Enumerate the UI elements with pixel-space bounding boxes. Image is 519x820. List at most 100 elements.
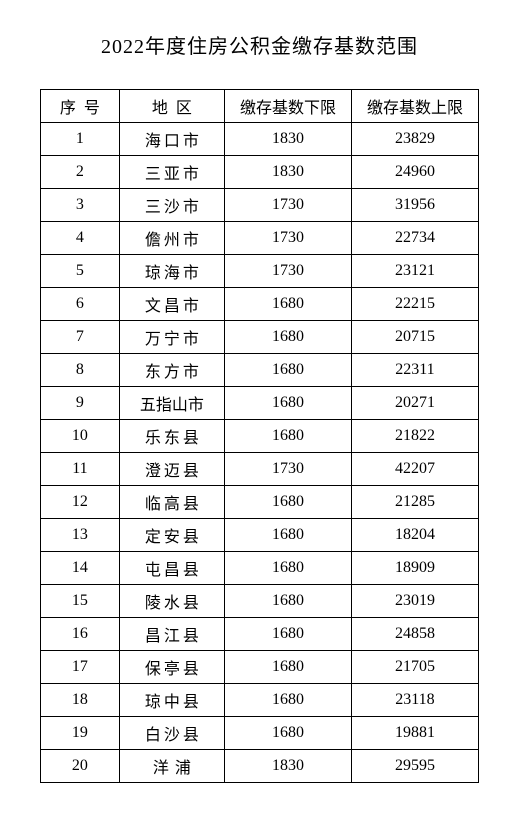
cell-seq: 12 — [41, 486, 120, 519]
cell-seq: 7 — [41, 321, 120, 354]
cell-lower: 1730 — [224, 222, 351, 255]
cell-lower: 1680 — [224, 354, 351, 387]
cell-region: 儋州市 — [119, 222, 224, 255]
cell-region: 临高县 — [119, 486, 224, 519]
cell-seq: 19 — [41, 717, 120, 750]
cell-upper: 18204 — [351, 519, 478, 552]
cell-seq: 9 — [41, 387, 120, 420]
cell-lower: 1680 — [224, 684, 351, 717]
header-upper: 缴存基数上限 — [351, 90, 478, 123]
cell-region: 陵水县 — [119, 585, 224, 618]
cell-upper: 20715 — [351, 321, 478, 354]
cell-seq: 2 — [41, 156, 120, 189]
cell-upper: 29595 — [351, 750, 478, 783]
cell-seq: 16 — [41, 618, 120, 651]
cell-lower: 1680 — [224, 387, 351, 420]
cell-region: 五指山市 — [119, 387, 224, 420]
table-row: 15陵水县168023019 — [41, 585, 479, 618]
cell-region: 定安县 — [119, 519, 224, 552]
table-row: 5琼海市173023121 — [41, 255, 479, 288]
cell-upper: 22311 — [351, 354, 478, 387]
table-row: 10乐东县168021822 — [41, 420, 479, 453]
table-body: 1海口市1830238292三亚市1830249603三沙市1730319564… — [41, 123, 479, 783]
table-row: 19白沙县168019881 — [41, 717, 479, 750]
page-title: 2022年度住房公积金缴存基数范围 — [40, 30, 479, 59]
cell-region: 万宁市 — [119, 321, 224, 354]
cell-upper: 42207 — [351, 453, 478, 486]
cell-lower: 1830 — [224, 156, 351, 189]
cell-seq: 11 — [41, 453, 120, 486]
cell-region: 琼海市 — [119, 255, 224, 288]
cell-lower: 1730 — [224, 189, 351, 222]
table-row: 3三沙市173031956 — [41, 189, 479, 222]
cell-upper: 23121 — [351, 255, 478, 288]
table-row: 20洋浦183029595 — [41, 750, 479, 783]
cell-seq: 5 — [41, 255, 120, 288]
cell-region: 乐东县 — [119, 420, 224, 453]
table-row: 2三亚市183024960 — [41, 156, 479, 189]
cell-upper: 22734 — [351, 222, 478, 255]
table-row: 6文昌市168022215 — [41, 288, 479, 321]
cell-region: 文昌市 — [119, 288, 224, 321]
table-header-row: 序号 地区 缴存基数下限 缴存基数上限 — [41, 90, 479, 123]
table-row: 16昌江县168024858 — [41, 618, 479, 651]
header-lower: 缴存基数下限 — [224, 90, 351, 123]
cell-lower: 1680 — [224, 552, 351, 585]
cell-region: 保亭县 — [119, 651, 224, 684]
cell-lower: 1680 — [224, 519, 351, 552]
cell-lower: 1680 — [224, 486, 351, 519]
cell-upper: 21285 — [351, 486, 478, 519]
cell-upper: 23829 — [351, 123, 478, 156]
cell-seq: 13 — [41, 519, 120, 552]
cell-lower: 1830 — [224, 123, 351, 156]
cell-seq: 10 — [41, 420, 120, 453]
cell-region: 海口市 — [119, 123, 224, 156]
cell-upper: 19881 — [351, 717, 478, 750]
cell-upper: 23118 — [351, 684, 478, 717]
cell-upper: 23019 — [351, 585, 478, 618]
table-row: 7万宁市168020715 — [41, 321, 479, 354]
cell-seq: 4 — [41, 222, 120, 255]
table-row: 18琼中县168023118 — [41, 684, 479, 717]
cell-lower: 1830 — [224, 750, 351, 783]
table-row: 8东方市168022311 — [41, 354, 479, 387]
cell-upper: 31956 — [351, 189, 478, 222]
cell-lower: 1680 — [224, 321, 351, 354]
cell-lower: 1680 — [224, 585, 351, 618]
cell-region: 澄迈县 — [119, 453, 224, 486]
cell-lower: 1680 — [224, 288, 351, 321]
cell-lower: 1680 — [224, 717, 351, 750]
data-table: 序号 地区 缴存基数下限 缴存基数上限 1海口市1830238292三亚市183… — [40, 89, 479, 783]
cell-lower: 1680 — [224, 420, 351, 453]
cell-lower: 1680 — [224, 618, 351, 651]
cell-lower: 1730 — [224, 255, 351, 288]
cell-seq: 20 — [41, 750, 120, 783]
cell-upper: 24960 — [351, 156, 478, 189]
cell-upper: 22215 — [351, 288, 478, 321]
cell-seq: 14 — [41, 552, 120, 585]
cell-seq: 17 — [41, 651, 120, 684]
cell-upper: 21822 — [351, 420, 478, 453]
cell-upper: 24858 — [351, 618, 478, 651]
header-region: 地区 — [119, 90, 224, 123]
cell-lower: 1680 — [224, 651, 351, 684]
cell-upper: 21705 — [351, 651, 478, 684]
cell-region: 琼中县 — [119, 684, 224, 717]
cell-upper: 20271 — [351, 387, 478, 420]
cell-seq: 18 — [41, 684, 120, 717]
table-row: 11澄迈县173042207 — [41, 453, 479, 486]
table-row: 4儋州市173022734 — [41, 222, 479, 255]
cell-seq: 6 — [41, 288, 120, 321]
cell-region: 屯昌县 — [119, 552, 224, 585]
table-row: 17保亭县168021705 — [41, 651, 479, 684]
cell-seq: 15 — [41, 585, 120, 618]
table-row: 13定安县168018204 — [41, 519, 479, 552]
table-row: 1海口市183023829 — [41, 123, 479, 156]
table-row: 9五指山市168020271 — [41, 387, 479, 420]
cell-region: 昌江县 — [119, 618, 224, 651]
table-row: 14屯昌县168018909 — [41, 552, 479, 585]
cell-region: 三亚市 — [119, 156, 224, 189]
cell-seq: 3 — [41, 189, 120, 222]
cell-region: 洋浦 — [119, 750, 224, 783]
cell-region: 三沙市 — [119, 189, 224, 222]
